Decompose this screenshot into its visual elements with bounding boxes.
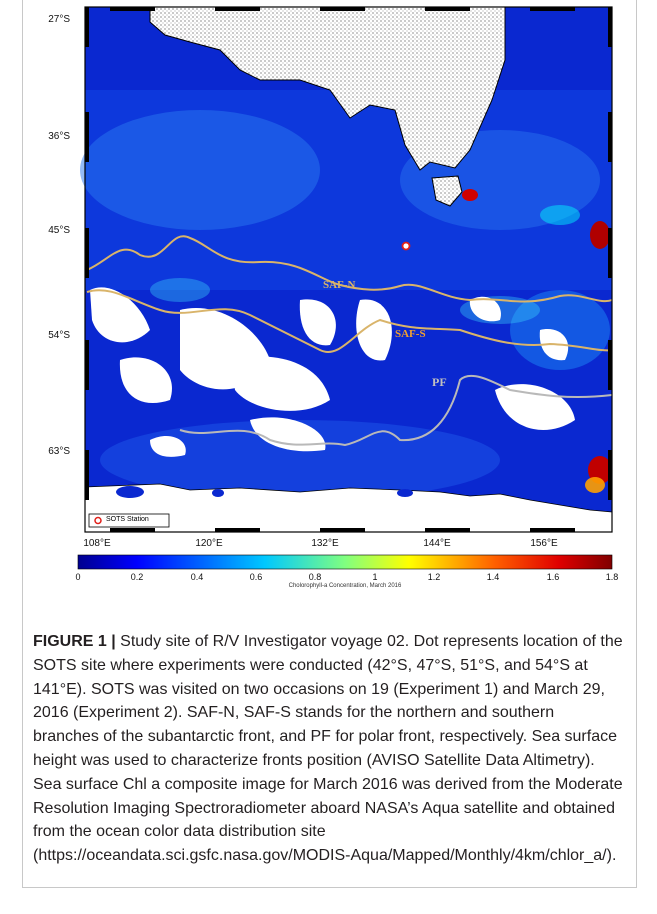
colorbar-tick: 1.2 bbox=[427, 572, 441, 582]
legend-label: SOTS Station bbox=[106, 516, 149, 523]
lon-label: 132°E bbox=[311, 538, 339, 549]
sots-station-marker bbox=[401, 241, 411, 251]
caption-label: FIGURE 1 | bbox=[33, 633, 116, 650]
pf-front bbox=[179, 374, 613, 447]
lat-label: 36°S bbox=[48, 131, 70, 142]
chlorophyll-map bbox=[77, 6, 613, 570]
australia-land bbox=[149, 6, 506, 171]
colorbar-tick: 0.4 bbox=[190, 572, 204, 582]
lat-label: 54°S bbox=[48, 330, 70, 341]
caption-text: Study site of R/V Investigator voyage 02… bbox=[33, 633, 623, 865]
lat-label: 27°S bbox=[48, 14, 70, 25]
lon-label: 144°E bbox=[423, 538, 451, 549]
legend-box bbox=[88, 513, 170, 528]
lon-label: 120°E bbox=[195, 538, 223, 549]
figure-caption: FIGURE 1 | Study site of R/V Investigato… bbox=[33, 630, 623, 868]
colorbar-tick: 0.6 bbox=[249, 572, 263, 582]
colorbar-tick: 1.6 bbox=[546, 572, 560, 582]
lon-label: 156°E bbox=[530, 538, 558, 549]
lat-label: 45°S bbox=[48, 225, 70, 236]
colorbar-tick: 1 bbox=[372, 572, 378, 582]
legend-station-symbol bbox=[94, 516, 102, 525]
colorbar-tick: 0.8 bbox=[308, 572, 322, 582]
saf-s-front bbox=[86, 289, 613, 353]
cloud-mask bbox=[90, 287, 575, 457]
colorbar-tick: 0 bbox=[75, 572, 81, 582]
figure-1: 27°S 36°S 45°S 54°S 63°S 108°E 120°E 132… bbox=[48, 6, 619, 589]
colorbar-tick: 0.2 bbox=[130, 572, 144, 582]
lon-label: 108°E bbox=[83, 538, 111, 549]
lat-label: 63°S bbox=[48, 446, 70, 457]
pf-label: PF bbox=[432, 375, 447, 389]
saf-s-label: SAF-S bbox=[395, 328, 426, 340]
tasmania-land bbox=[431, 175, 463, 207]
saf-n-label: SAF-N bbox=[323, 279, 356, 291]
colorbar-tick: 1.4 bbox=[486, 572, 500, 582]
map-graticule-border bbox=[85, 7, 612, 532]
colorbar-tick: 1.8 bbox=[605, 572, 619, 582]
colorbar-title: Cholorophyll-a Concentration, March 2016 bbox=[288, 583, 402, 589]
saf-n-front bbox=[86, 235, 613, 303]
colorbar bbox=[77, 554, 613, 570]
figure-frame bbox=[22, 0, 637, 888]
